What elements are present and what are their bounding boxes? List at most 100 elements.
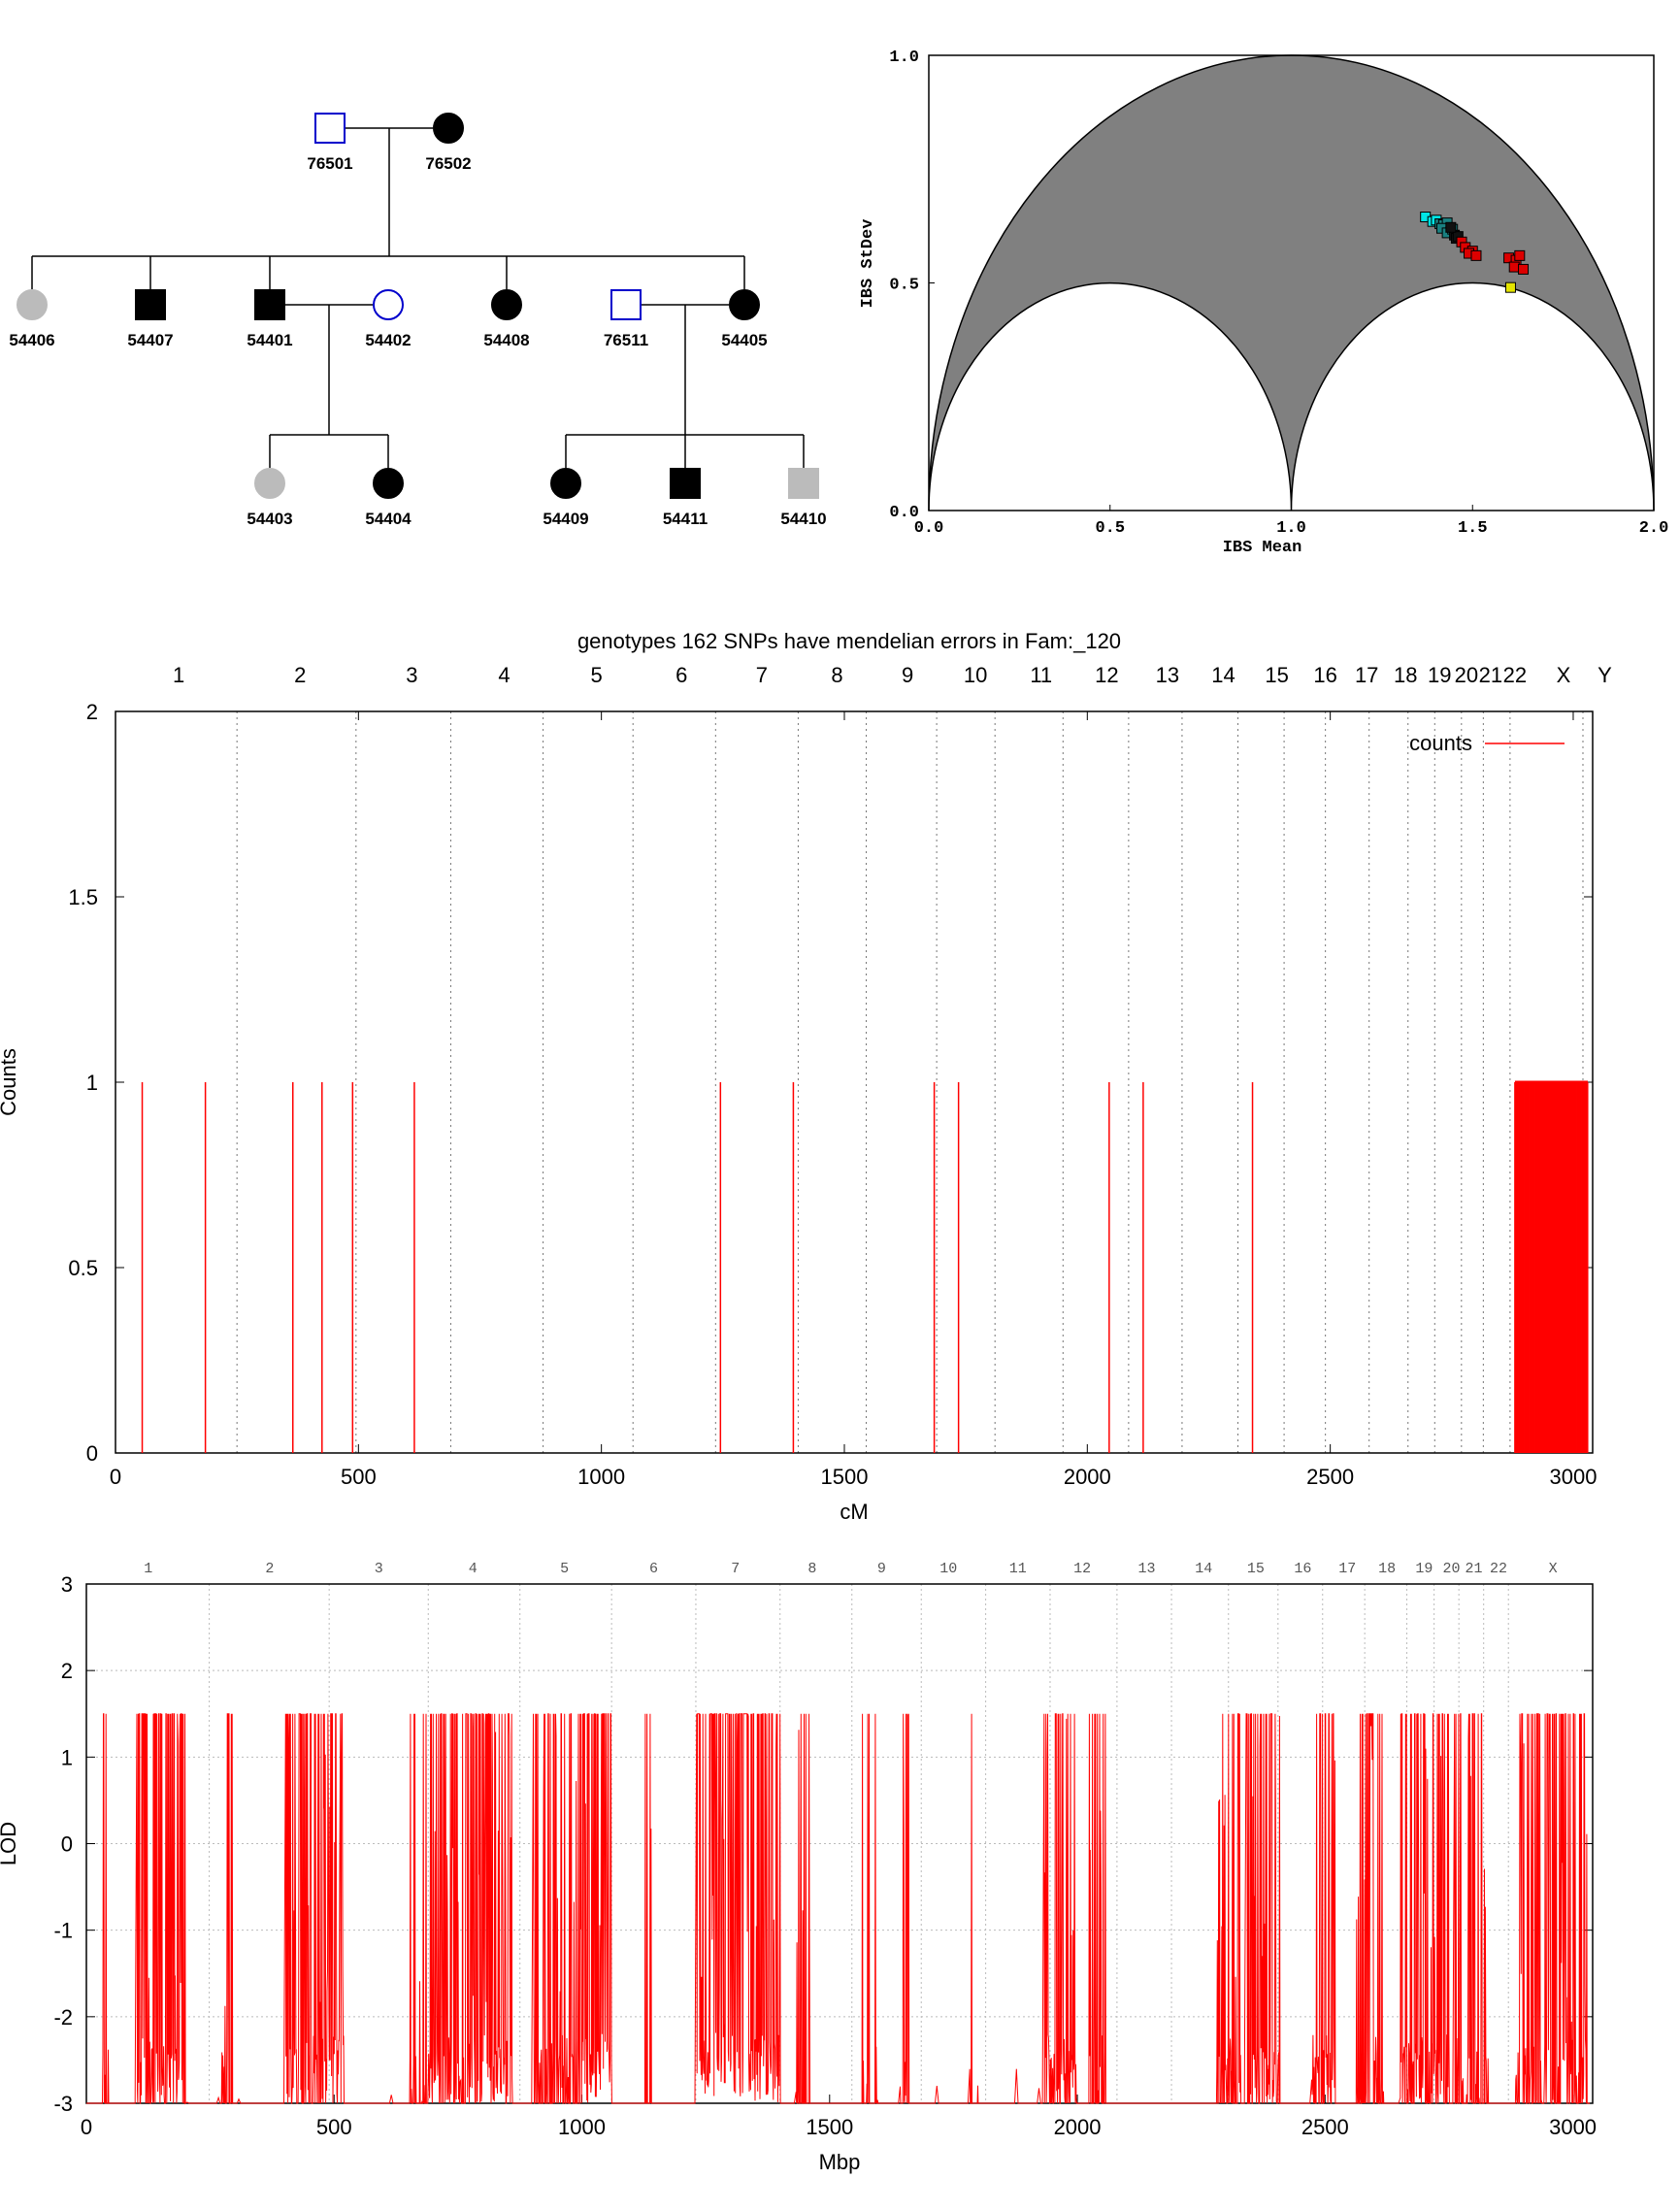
chromosome-label: 1 — [144, 1561, 152, 1577]
chromosome-label: 11 — [1030, 663, 1052, 687]
chromosome-label: 2 — [294, 663, 306, 687]
y-tick-label: 1.5 — [68, 885, 98, 909]
chromosome-label: 10 — [964, 663, 987, 687]
ibs-point — [1504, 281, 1516, 293]
pedigree-female-54408 — [491, 289, 522, 320]
pedigree-label-54404: 54404 — [365, 510, 412, 528]
pedigree-female-54403 — [254, 468, 285, 499]
chromosome-label: 9 — [877, 1561, 886, 1577]
x-tick-label: 2000 — [1054, 2115, 1102, 2139]
chart-title: genotypes 162 SNPs have mendelian errors… — [577, 629, 1121, 653]
pedigree-male-76511 — [610, 289, 642, 320]
chromosome-label: 17 — [1355, 663, 1378, 687]
pedigree-label-54406: 54406 — [9, 331, 54, 349]
chromosome-label: 15 — [1247, 1561, 1265, 1577]
x-axis-label: Mbp — [819, 2150, 861, 2174]
x-tick-label: 0 — [81, 2115, 92, 2139]
y-axis-label: IBS StDev — [859, 219, 877, 309]
x-tick-label: 1.5 — [1458, 519, 1488, 538]
ibs-point — [1445, 221, 1457, 233]
pedigree-female-54405 — [729, 289, 760, 320]
x-tick-label: 1.0 — [1276, 519, 1306, 538]
pedigree-label-54408: 54408 — [483, 331, 529, 349]
y-tick-label: -1 — [53, 1919, 73, 1943]
chromosome-label: 1 — [173, 663, 184, 687]
chromosome-label: 9 — [902, 663, 913, 687]
ibs-point — [1518, 263, 1530, 275]
chromosome-label: 2 — [265, 1561, 274, 1577]
chromosome-label: 21 — [1465, 1561, 1482, 1577]
y-tick-label: 1 — [61, 1745, 73, 1769]
chromosome-label: 10 — [939, 1561, 957, 1577]
x-tick-label: 2.0 — [1639, 519, 1669, 538]
x-tick-label: 1000 — [558, 2115, 606, 2139]
x-tick-label: 2000 — [1064, 1465, 1111, 1489]
chromosome-label: 22 — [1503, 663, 1527, 687]
ibs-point — [1470, 249, 1482, 261]
chromosome-label: 19 — [1428, 663, 1451, 687]
y-tick-label: 0.5 — [889, 277, 919, 295]
y-tick-label: -3 — [53, 2092, 73, 2116]
pedigree-female-54402 — [373, 289, 404, 320]
y-tick-label: 0 — [61, 1832, 73, 1857]
ibs-region — [928, 54, 1655, 512]
chromosome-label: 8 — [807, 1561, 816, 1577]
chromosome-label: 15 — [1265, 663, 1288, 687]
pedigree-male-54401 — [254, 289, 285, 320]
y-tick-label: 3 — [61, 1572, 73, 1597]
chromosome-label: 16 — [1294, 1561, 1311, 1577]
lod-score-chart: 1 2 3 4 5 6 7 8 9 10 11 12 13 14 15 16 17 18 19 20 21 22 X0 500… — [0, 1561, 1597, 2174]
chromosome-label: 4 — [469, 1561, 478, 1577]
pedigree-male-54411 — [670, 468, 701, 499]
y-tick-label: 1.0 — [889, 49, 919, 67]
x-tick-label: 2500 — [1301, 2115, 1349, 2139]
pedigree-label-54403: 54403 — [247, 510, 292, 528]
chromosome-label: 14 — [1211, 663, 1235, 687]
ibs-point — [1514, 249, 1526, 261]
x-tick-label: 0 — [110, 1465, 121, 1489]
pedigree-label-54405: 54405 — [721, 331, 767, 349]
x-tick-label: 500 — [341, 1465, 377, 1489]
chromosome-label: 19 — [1415, 1561, 1433, 1577]
chromosome-label: 6 — [675, 663, 687, 687]
pedigree-label-54402: 54402 — [365, 331, 411, 349]
legend-label: counts — [1409, 731, 1472, 755]
pedigree-label-76502: 76502 — [425, 154, 471, 173]
chromosome-label: 12 — [1073, 1561, 1091, 1577]
x-tick-label: 0.0 — [914, 519, 944, 538]
y-axis-label: Counts — [0, 1048, 20, 1116]
mendelian-error-chart: genotypes 162 SNPs have mendelian errors… — [0, 629, 1612, 1524]
chromosome-label: 3 — [375, 1561, 383, 1577]
chromosome-label: 8 — [831, 663, 842, 687]
pedigree-female-76502 — [433, 113, 464, 144]
pedigree-male-54407 — [135, 289, 166, 320]
y-tick-label: 2 — [86, 700, 98, 724]
chromosome-label: 3 — [406, 663, 417, 687]
chromosome-label: 6 — [649, 1561, 658, 1577]
chromosome-label: X — [1549, 1561, 1558, 1577]
pedigree-label-54411: 54411 — [663, 510, 708, 528]
y-tick-label: 0 — [86, 1441, 98, 1466]
ibs-point — [1508, 261, 1520, 273]
chromosome-label: 4 — [498, 663, 510, 687]
chromosome-label: Y — [1598, 663, 1612, 687]
y-tick-label: 0.0 — [889, 504, 919, 522]
x-tick-label: 2500 — [1306, 1465, 1354, 1489]
lod-series-line — [86, 1713, 1590, 2105]
chromosome-label: 20 — [1455, 663, 1478, 687]
chromosome-label: 11 — [1009, 1561, 1027, 1577]
x-tick-label: 1500 — [806, 2115, 853, 2139]
chromosome-label: 18 — [1378, 1561, 1396, 1577]
pedigree-male-76501 — [314, 113, 346, 144]
chromosome-label: 13 — [1138, 1561, 1156, 1577]
x-tick-label: 500 — [316, 2115, 352, 2139]
chromosome-label: 18 — [1394, 663, 1417, 687]
y-tick-label: 0.5 — [68, 1256, 98, 1280]
pedigree-label-54401: 54401 — [247, 331, 292, 349]
pedigree-female-54406 — [16, 289, 48, 320]
chromosome-label: 22 — [1490, 1561, 1507, 1577]
plot-frame — [115, 710, 1594, 1454]
x-tick-label: 1000 — [577, 1465, 625, 1489]
pedigree-female-54409 — [550, 468, 581, 499]
